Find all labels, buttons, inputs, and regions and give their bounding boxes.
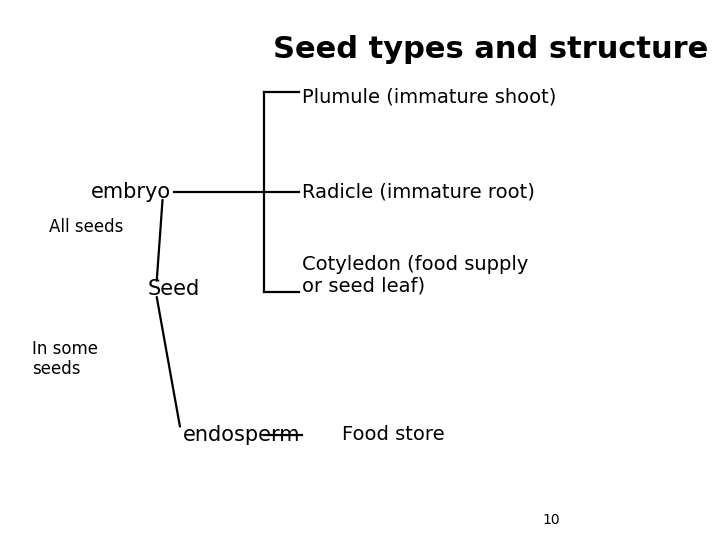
Text: Plumule (immature shoot): Plumule (immature shoot) (302, 87, 557, 107)
Text: embryo: embryo (91, 181, 171, 202)
Text: All seeds: All seeds (50, 218, 124, 236)
Text: In some
seeds: In some seeds (32, 340, 98, 379)
Text: Cotyledon (food supply
or seed leaf): Cotyledon (food supply or seed leaf) (302, 255, 528, 296)
Text: endosperm: endosperm (183, 424, 300, 445)
Text: Seed: Seed (148, 279, 200, 299)
Text: 10: 10 (543, 512, 560, 526)
Text: Food store: Food store (343, 425, 445, 444)
Text: Seed types and structure: Seed types and structure (273, 35, 708, 64)
Text: Radicle (immature root): Radicle (immature root) (302, 182, 535, 201)
